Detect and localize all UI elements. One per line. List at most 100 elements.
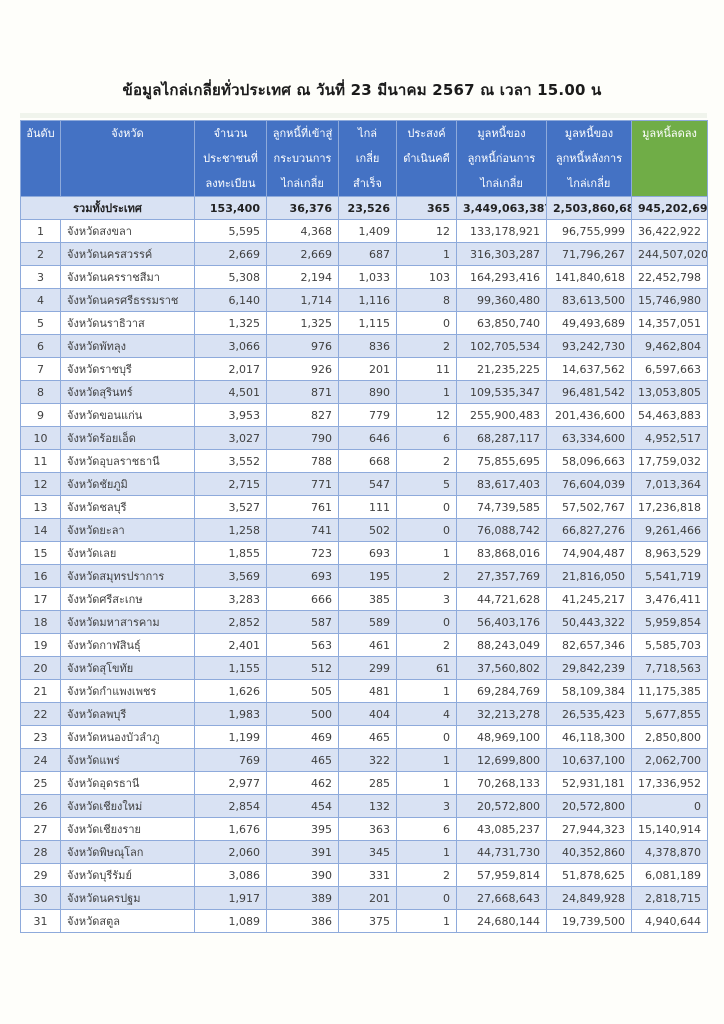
value-cell: 57,959,814 [456, 863, 547, 887]
value-cell: 12 [396, 403, 457, 427]
value-cell: 32,213,278 [456, 702, 547, 726]
value-cell: 36,422,922 [631, 219, 708, 243]
value-cell: 61 [396, 656, 457, 680]
value-cell: 111 [338, 495, 397, 519]
rank-cell: 19 [20, 633, 61, 657]
rank-cell: 15 [20, 541, 61, 565]
province-cell: จังหวัดลพบุรี [60, 702, 195, 726]
rank-cell: 10 [20, 426, 61, 450]
value-cell: 1 [396, 380, 457, 404]
value-cell: 58,096,663 [546, 449, 632, 473]
table-row: 16 จังหวัดสมุทรปราการ 3,569 693 195 2 27… [20, 564, 708, 588]
value-cell: 27,357,769 [456, 564, 547, 588]
value-cell: 1 [396, 242, 457, 266]
value-cell: 10,637,100 [546, 748, 632, 772]
column-header-registered: จำนวน ประชาชนที่ ลงทะเบียน [194, 120, 267, 197]
province-cell: จังหวัดสุรินทร์ [60, 380, 195, 404]
value-cell: 66,827,276 [546, 518, 632, 542]
value-cell: 255,900,483 [456, 403, 547, 427]
value-cell: 1,199 [194, 725, 267, 749]
value-cell: 0 [396, 725, 457, 749]
value-cell: 391 [266, 840, 339, 864]
table-row: 12 จังหวัดชัยภูมิ 2,715 771 547 5 83,617… [20, 472, 708, 496]
value-cell: 386 [266, 909, 339, 933]
value-cell: 2,669 [266, 242, 339, 266]
value-cell: 132 [338, 794, 397, 818]
value-cell: 1 [396, 840, 457, 864]
province-cell: จังหวัดพัทลุง [60, 334, 195, 358]
province-cell: จังหวัดอุดรธานี [60, 771, 195, 795]
value-cell: 1 [396, 541, 457, 565]
rank-cell: 28 [20, 840, 61, 864]
value-cell: 3,283 [194, 587, 267, 611]
province-cell: จังหวัดศรีสะเกษ [60, 587, 195, 611]
value-cell: 76,604,039 [546, 472, 632, 496]
table-row: 23 จังหวัดหนองบัวลำภู 1,199 469 465 0 48… [20, 725, 708, 749]
table-row: 18 จังหวัดมหาสารคาม 2,852 587 589 0 56,4… [20, 610, 708, 634]
value-cell: 17,236,818 [631, 495, 708, 519]
table-row: 15 จังหวัดเลย 1,855 723 693 1 83,868,016… [20, 541, 708, 565]
value-cell: 836 [338, 334, 397, 358]
value-cell: 500 [266, 702, 339, 726]
value-cell: 6 [396, 426, 457, 450]
value-cell: 1,409 [338, 219, 397, 243]
table-header: อันดับ จังหวัด จำนวน ประชาชนที่ ลงทะเบีย… [20, 120, 708, 197]
province-cell: จังหวัดหนองบัวลำภู [60, 725, 195, 749]
value-cell: 83,613,500 [546, 288, 632, 312]
value-cell: 70,268,133 [456, 771, 547, 795]
value-cell: 4,368 [266, 219, 339, 243]
value-cell: 4,952,517 [631, 426, 708, 450]
value-cell: 299 [338, 656, 397, 680]
value-cell: 3,569 [194, 564, 267, 588]
value-cell: 1 [396, 909, 457, 933]
value-cell: 71,796,267 [546, 242, 632, 266]
value-cell: 1,325 [194, 311, 267, 335]
value-cell: 201 [338, 886, 397, 910]
table-row: 8 จังหวัดสุรินทร์ 4,501 871 890 1 109,53… [20, 380, 708, 404]
value-cell: 0 [396, 311, 457, 335]
table-row: 2 จังหวัดนครสวรรค์ 2,669 2,669 687 1 316… [20, 242, 708, 266]
table-row: 31 จังหวัดสตูล 1,089 386 375 1 24,680,14… [20, 909, 708, 933]
value-cell: 2,977 [194, 771, 267, 795]
total-value-cell: 365 [396, 196, 457, 220]
value-cell: 3,476,411 [631, 587, 708, 611]
value-cell: 96,481,542 [546, 380, 632, 404]
value-cell: 40,352,860 [546, 840, 632, 864]
mediation-data-table: อันดับ จังหวัด จำนวน ประชาชนที่ ลงทะเบีย… [20, 120, 708, 933]
table-row: 7 จังหวัดราชบุรี 2,017 926 201 11 21,235… [20, 357, 708, 381]
column-header-province: จังหวัด [60, 120, 195, 197]
table-row: 24 จังหวัดแพร่ 769 465 322 1 12,699,800 … [20, 748, 708, 772]
rank-cell: 11 [20, 449, 61, 473]
value-cell: 75,855,695 [456, 449, 547, 473]
value-cell: 83,868,016 [456, 541, 547, 565]
value-cell: 0 [396, 886, 457, 910]
table-row: 13 จังหวัดชลบุรี 3,527 761 111 0 74,739,… [20, 495, 708, 519]
value-cell: 0 [396, 495, 457, 519]
value-cell: 17,759,032 [631, 449, 708, 473]
province-cell: จังหวัดมหาสารคาม [60, 610, 195, 634]
province-cell: จังหวัดยะลา [60, 518, 195, 542]
value-cell: 871 [266, 380, 339, 404]
rank-cell: 24 [20, 748, 61, 772]
value-cell: 1 [396, 679, 457, 703]
rank-cell: 31 [20, 909, 61, 933]
value-cell: 741 [266, 518, 339, 542]
value-cell: 2,854 [194, 794, 267, 818]
value-cell: 54,463,883 [631, 403, 708, 427]
table-row: 21 จังหวัดกำแพงเพชร 1,626 505 481 1 69,2… [20, 679, 708, 703]
rank-cell: 16 [20, 564, 61, 588]
value-cell: 1,855 [194, 541, 267, 565]
value-cell: 76,088,742 [456, 518, 547, 542]
value-cell: 0 [631, 794, 708, 818]
value-cell: 7,718,563 [631, 656, 708, 680]
value-cell: 0 [396, 610, 457, 634]
total-label: รวมทั้งประเทศ [20, 196, 195, 220]
value-cell: 3,066 [194, 334, 267, 358]
table-row: 10 จังหวัดร้อยเอ็ด 3,027 790 646 6 68,28… [20, 426, 708, 450]
value-cell: 1,917 [194, 886, 267, 910]
value-cell: 44,721,628 [456, 587, 547, 611]
value-cell: 3,086 [194, 863, 267, 887]
value-cell: 48,969,100 [456, 725, 547, 749]
value-cell: 4,501 [194, 380, 267, 404]
value-cell: 15,140,914 [631, 817, 708, 841]
